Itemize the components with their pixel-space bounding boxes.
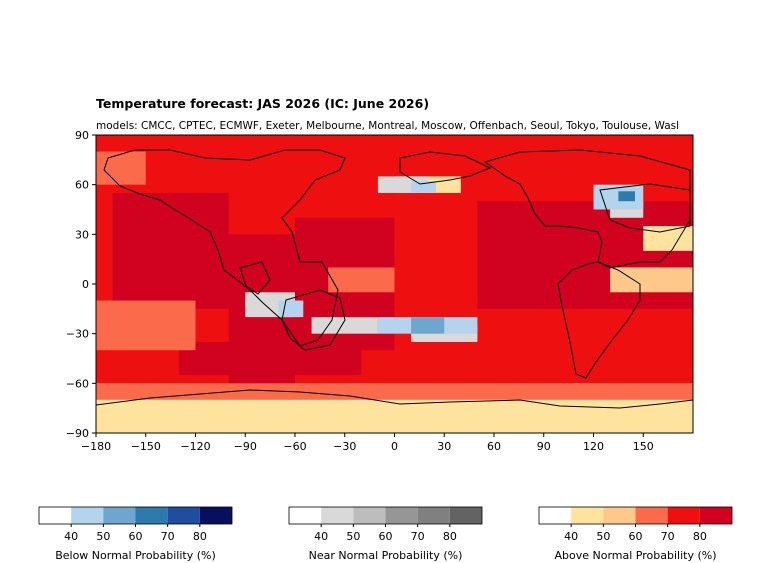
colorbar-tick-label: 50 — [596, 530, 610, 543]
y-axis: 90 60 30 0 −30 −60 −90 — [66, 129, 96, 440]
region-below-23 — [618, 191, 635, 202]
chart-title: Temperature forecast: JAS 2026 (IC: June… — [96, 96, 430, 111]
colorbar-swatch — [539, 507, 572, 524]
x-tick-label: 30 — [437, 440, 451, 453]
colorbar-tick-label: 80 — [693, 530, 707, 543]
colorbar-tick-label: 70 — [661, 530, 675, 543]
colorbar-swatch — [135, 507, 168, 524]
region-near-15 — [311, 317, 378, 334]
colorbar-tick-label: 40 — [314, 530, 328, 543]
region-above-9 — [96, 151, 146, 185]
y-tick-label: −60 — [66, 377, 89, 390]
region-above-2 — [96, 399, 693, 433]
chart-subtitle: models: CMCC, CPTEC, ECMWF, Exeter, Melb… — [96, 120, 680, 132]
y-tick-label: 30 — [75, 228, 89, 241]
colorbar-above: 40 50 60 70 80 Above Normal Probability (%) — [538, 506, 733, 562]
colorbar-swatch — [71, 507, 104, 524]
x-axis: −180 −150 −120 −90 −60 −30 0 30 60 90 120 150 — [81, 433, 654, 453]
x-tick-label: 0 — [391, 440, 398, 453]
colorbar-tick-label: 60 — [129, 530, 143, 543]
colorbar-label: Near Normal Probability (%) — [309, 549, 463, 562]
colorbar-tick-label: 50 — [96, 530, 110, 543]
colorbar-swatch — [699, 507, 732, 524]
x-tick-label: −180 — [81, 440, 111, 453]
region-above-1 — [96, 383, 693, 400]
colorbar-swatch — [385, 507, 418, 524]
x-tick-label: −90 — [234, 440, 257, 453]
region-below-21 — [278, 300, 304, 318]
colorbar-swatch — [39, 507, 72, 524]
x-tick-label: −150 — [131, 440, 161, 453]
colorbar-tick-label: 70 — [411, 530, 425, 543]
colorbar-swatch — [449, 507, 482, 524]
colorbar-near: 40 50 60 70 80 Near Normal Probability (%) — [288, 506, 483, 562]
colorbar-swatch — [603, 507, 636, 524]
x-tick-label: −60 — [283, 440, 306, 453]
region-above-8 — [96, 300, 196, 351]
colorbar-tick-label: 80 — [193, 530, 207, 543]
y-tick-label: 0 — [82, 278, 89, 291]
x-tick-label: 120 — [583, 440, 604, 453]
y-tick-label: 90 — [75, 129, 89, 142]
colorbar-label: Below Normal Probability (%) — [55, 549, 216, 562]
y-tick-label: 60 — [75, 179, 89, 192]
region-above-3 — [112, 192, 229, 309]
colorbar-swatch — [103, 507, 136, 524]
colorbar-tick-label: 80 — [443, 530, 457, 543]
colorbar-tick-label: 40 — [64, 530, 78, 543]
colorbar-swatch — [667, 507, 700, 524]
y-tick-label: −30 — [66, 328, 89, 341]
colorbar-swatch — [199, 507, 232, 524]
colorbar-swatch — [417, 507, 450, 524]
colorbar-below: 40 50 60 70 80 Below Normal Probability (%) — [38, 506, 233, 562]
colorbar-tick-label: 70 — [161, 530, 175, 543]
probability-field — [96, 135, 693, 433]
colorbar-swatch — [353, 507, 386, 524]
colorbar-tick-label: 40 — [564, 530, 578, 543]
region-above-13 — [643, 226, 693, 251]
x-tick-label: 90 — [537, 440, 551, 453]
x-tick-label: −120 — [180, 440, 210, 453]
region-above-10 — [328, 267, 395, 293]
y-tick-label: −90 — [66, 427, 89, 440]
colorbar-swatch — [571, 507, 604, 524]
x-tick-label: −30 — [333, 440, 356, 453]
colorbar-tick-label: 60 — [379, 530, 393, 543]
colorbar-label: Above Normal Probability (%) — [555, 549, 717, 562]
region-below-24 — [411, 181, 436, 193]
x-tick-label: 150 — [633, 440, 654, 453]
region-above-6 — [477, 201, 693, 309]
colorbar-swatch — [289, 507, 322, 524]
x-tick-label: 60 — [487, 440, 501, 453]
region-above-12 — [610, 267, 693, 293]
region-below-20 — [411, 317, 445, 334]
colorbar-swatch — [635, 507, 668, 524]
colorbar-tick-label: 50 — [346, 530, 360, 543]
colorbar-swatch — [167, 507, 200, 524]
coastlines — [96, 149, 693, 409]
colorbar-tick-label: 60 — [629, 530, 643, 543]
region-above-7 — [178, 341, 362, 376]
colorbar-swatch — [321, 507, 354, 524]
